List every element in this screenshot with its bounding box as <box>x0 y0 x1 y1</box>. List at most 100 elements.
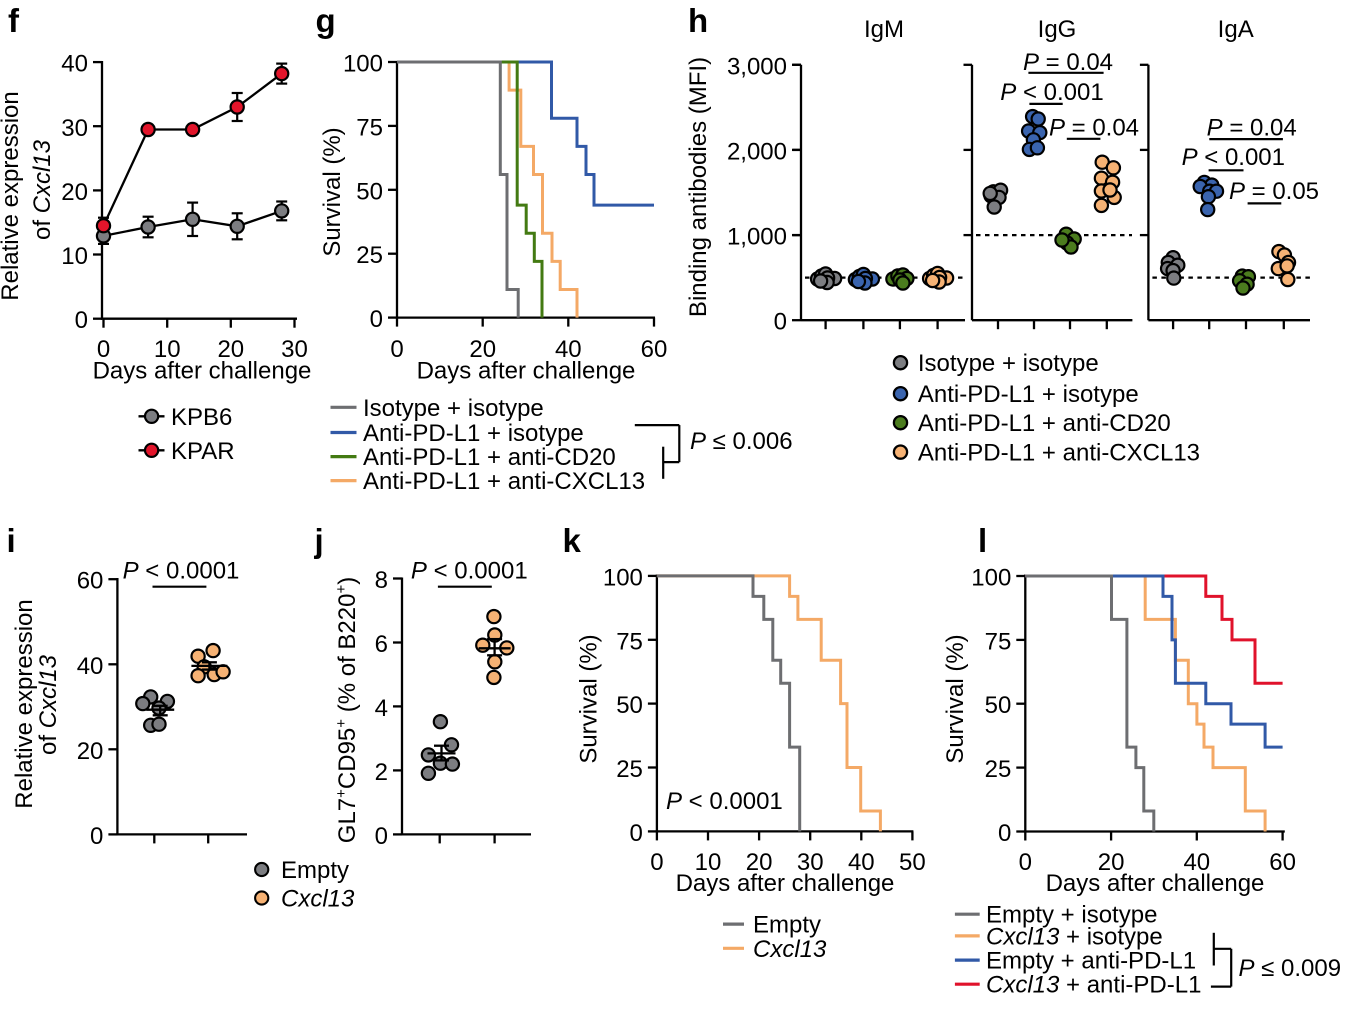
svg-text:30: 30 <box>797 849 824 876</box>
svg-text:Days after challenge: Days after challenge <box>417 358 636 385</box>
svg-text:20: 20 <box>217 336 244 363</box>
svg-text:10: 10 <box>695 849 722 876</box>
svg-text:Anti-PD-L1 + anti-CXCL13: Anti-PD-L1 + anti-CXCL13 <box>363 468 645 495</box>
svg-text:10: 10 <box>154 336 181 363</box>
svg-text:IgG: IgG <box>1038 16 1077 43</box>
svg-text:P = 0.04: P = 0.04 <box>1049 115 1139 142</box>
svg-text:25: 25 <box>616 756 643 783</box>
svg-text:0: 0 <box>630 820 643 847</box>
svg-text:GL7+CD95+ (% of B220+): GL7+CD95+ (% of B220+) <box>333 577 361 843</box>
svg-text:Cxcl13: Cxcl13 <box>753 936 827 963</box>
svg-text:0: 0 <box>774 309 787 336</box>
svg-text:k: k <box>563 522 582 559</box>
svg-text:Relative expression: Relative expression <box>11 599 38 808</box>
svg-text:0: 0 <box>375 823 388 850</box>
svg-text:i: i <box>7 522 16 559</box>
svg-text:Binding antibodies (MFI): Binding antibodies (MFI) <box>685 57 712 317</box>
svg-text:20: 20 <box>1098 849 1125 876</box>
svg-text:75: 75 <box>985 628 1012 655</box>
svg-text:Anti-PD-L1 + anti-CD20: Anti-PD-L1 + anti-CD20 <box>918 410 1171 437</box>
svg-text:KPAR: KPAR <box>171 438 235 465</box>
svg-text:Empty: Empty <box>753 912 821 939</box>
svg-text:4: 4 <box>375 695 388 722</box>
svg-text:100: 100 <box>971 565 1011 592</box>
svg-text:Survival (%): Survival (%) <box>942 634 969 763</box>
svg-text:40: 40 <box>1183 849 1210 876</box>
svg-text:40: 40 <box>555 336 582 363</box>
svg-text:10: 10 <box>61 243 88 270</box>
svg-text:IgA: IgA <box>1218 16 1254 43</box>
svg-text:Anti-PD-L1 + isotype: Anti-PD-L1 + isotype <box>363 420 584 447</box>
svg-text:Relative expression: Relative expression <box>0 91 24 300</box>
svg-text:of Cxcl13: of Cxcl13 <box>29 139 56 240</box>
svg-text:75: 75 <box>616 628 643 655</box>
svg-text:Empty + anti-PD-L1: Empty + anti-PD-L1 <box>986 948 1196 975</box>
svg-text:Anti-PD-L1 + anti-CD20: Anti-PD-L1 + anti-CD20 <box>363 444 616 471</box>
svg-text:0: 0 <box>998 820 1011 847</box>
svg-text:0: 0 <box>90 823 103 850</box>
svg-text:30: 30 <box>281 336 308 363</box>
svg-text:Days after challenge: Days after challenge <box>1046 870 1265 897</box>
svg-text:20: 20 <box>746 849 773 876</box>
svg-text:25: 25 <box>356 242 383 269</box>
svg-text:0: 0 <box>390 336 403 363</box>
svg-text:P < 0.0001: P < 0.0001 <box>123 558 240 585</box>
svg-text:j: j <box>314 522 324 559</box>
svg-text:P = 0.04: P = 0.04 <box>1023 49 1113 76</box>
svg-text:20: 20 <box>77 738 104 765</box>
svg-text:20: 20 <box>469 336 496 363</box>
svg-text:8: 8 <box>375 567 388 594</box>
svg-text:40: 40 <box>77 653 104 680</box>
svg-text:0: 0 <box>75 307 88 334</box>
svg-text:h: h <box>688 2 708 39</box>
svg-text:60: 60 <box>77 568 104 595</box>
svg-text:KPB6: KPB6 <box>171 404 232 431</box>
svg-text:Days after challenge: Days after challenge <box>676 870 895 897</box>
svg-text:100: 100 <box>343 51 383 78</box>
svg-text:0: 0 <box>97 336 110 363</box>
svg-text:1,000: 1,000 <box>727 224 787 251</box>
svg-text:100: 100 <box>603 564 643 591</box>
svg-text:g: g <box>316 2 336 39</box>
svg-text:P ≤ 0.006: P ≤ 0.006 <box>690 428 793 455</box>
svg-text:2: 2 <box>375 759 388 786</box>
svg-text:IgM: IgM <box>864 16 904 43</box>
svg-text:60: 60 <box>1269 849 1296 876</box>
svg-text:40: 40 <box>61 51 88 78</box>
svg-text:P = 0.04: P = 0.04 <box>1207 115 1297 142</box>
svg-text:Survival (%): Survival (%) <box>576 634 603 763</box>
svg-text:25: 25 <box>985 756 1012 783</box>
svg-text:30: 30 <box>61 115 88 142</box>
svg-text:6: 6 <box>375 631 388 658</box>
svg-text:75: 75 <box>356 114 383 141</box>
svg-text:Survival (%): Survival (%) <box>319 127 346 256</box>
svg-text:P < 0.0001: P < 0.0001 <box>411 558 528 585</box>
svg-text:l: l <box>978 522 987 559</box>
svg-text:P = 0.05: P = 0.05 <box>1229 178 1319 205</box>
svg-text:3,000: 3,000 <box>727 53 787 80</box>
svg-text:P < 0.001: P < 0.001 <box>1182 144 1285 171</box>
svg-text:Anti-PD-L1 + isotype: Anti-PD-L1 + isotype <box>918 381 1139 408</box>
svg-text:40: 40 <box>848 849 875 876</box>
svg-text:Cxcl13 + anti-PD-L1: Cxcl13 + anti-PD-L1 <box>986 972 1201 999</box>
svg-text:0: 0 <box>650 849 663 876</box>
svg-text:P < 0.001: P < 0.001 <box>1000 79 1103 106</box>
svg-text:Empty: Empty <box>281 857 349 884</box>
svg-text:Cxcl13 + isotype: Cxcl13 + isotype <box>986 923 1163 950</box>
svg-text:of Cxcl13: of Cxcl13 <box>35 654 62 755</box>
svg-text:Anti-PD-L1 + anti-CXCL13: Anti-PD-L1 + anti-CXCL13 <box>918 440 1200 467</box>
svg-text:f: f <box>8 2 20 39</box>
svg-text:60: 60 <box>641 336 668 363</box>
svg-text:20: 20 <box>61 179 88 206</box>
svg-text:Isotype + isotype: Isotype + isotype <box>363 395 544 422</box>
svg-text:P ≤ 0.009: P ≤ 0.009 <box>1239 955 1342 982</box>
svg-text:50: 50 <box>985 692 1012 719</box>
svg-text:P < 0.0001: P < 0.0001 <box>666 788 783 815</box>
svg-text:Cxcl13: Cxcl13 <box>281 886 355 913</box>
svg-text:2,000: 2,000 <box>727 138 787 165</box>
svg-text:50: 50 <box>616 692 643 719</box>
svg-text:Days after challenge: Days after challenge <box>93 358 312 385</box>
svg-text:Empty + isotype: Empty + isotype <box>986 902 1157 929</box>
svg-text:Isotype + isotype: Isotype + isotype <box>918 350 1099 377</box>
svg-text:0: 0 <box>370 306 383 333</box>
